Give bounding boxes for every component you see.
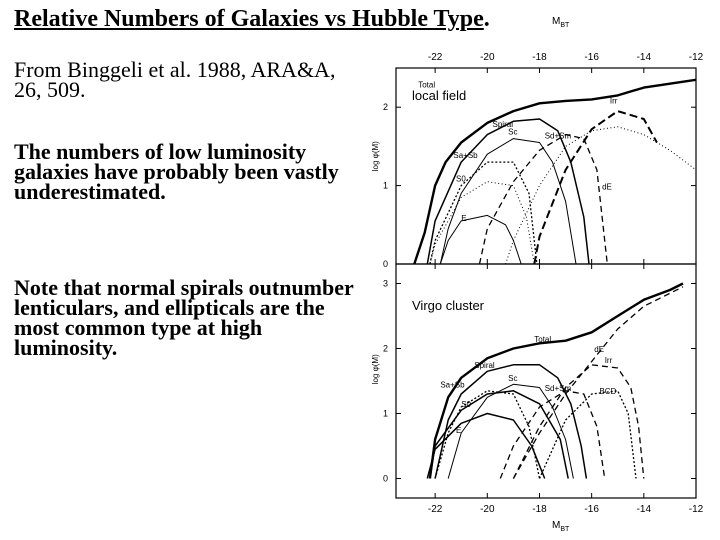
reference-paragraph: From Binggeli et al. 1988, ARA&A, 26, 50… (14, 57, 336, 102)
panel-virgo-cluster: -22 -20 -18 -16 -14 -12 0 1 2 3 log φ(M) Virgo clus… (371, 263, 704, 515)
series-label: dE (602, 183, 612, 192)
mbt-top-label: MBT (552, 16, 570, 29)
series-label: S0 (461, 400, 471, 409)
series-label: Sd+Sm (545, 132, 572, 141)
y-tick-label: 2 (383, 102, 388, 112)
x-tick-label: -22 (428, 504, 443, 515)
low-luminosity-paragraph: The numbers of low luminosity galaxies h… (14, 139, 339, 204)
slide-title: Relative Numbers of Galaxies vs Hubble T… (14, 6, 490, 33)
series-line-bcd (538, 390, 637, 479)
y-tick-label: 1 (383, 181, 388, 191)
series-line-sa-sb (429, 161, 538, 264)
series-label: Total (534, 335, 551, 344)
series-label: S0 (456, 175, 466, 184)
y-tick-label: 0 (383, 474, 388, 484)
x-tick-label: -20 (480, 504, 495, 515)
y-tick-label: 1 (383, 409, 388, 419)
series-label: Irr (610, 96, 618, 105)
panel-frame (395, 263, 697, 499)
series-line-e (426, 412, 546, 479)
series-line-spiral (426, 118, 590, 264)
series-label: Spiral (474, 361, 495, 370)
series-label: Sa+Sb (453, 151, 478, 160)
series-label: Sc (508, 374, 517, 383)
x-tick-label: -12 (689, 52, 704, 63)
series-label: BCD (599, 387, 616, 396)
series-line-total (413, 78, 696, 264)
x-tick-label: -12 (689, 504, 704, 515)
y-tick-label: 3 (383, 279, 388, 289)
series-line-de (512, 286, 684, 479)
x-tick-label: -16 (584, 52, 599, 63)
series-label: Sd+Sm (545, 384, 572, 393)
series-line-de (505, 126, 696, 264)
y-tick-label: 0 (383, 259, 388, 269)
series-label: Total (418, 81, 435, 90)
series-line-sc (447, 383, 574, 479)
series-line-e (439, 214, 522, 264)
series-line-irr (533, 110, 658, 264)
mbt-bottom-label: MBT (552, 520, 570, 533)
y-axis-label: log φ(M) (371, 354, 380, 384)
y-axis-label: log φ(M) (371, 141, 380, 171)
series-label: Sa+Sb (440, 381, 465, 390)
x-tick-label: -14 (637, 504, 652, 515)
x-tick-label: -20 (480, 52, 495, 63)
series-line-irr (512, 364, 645, 479)
panel-label: local field (412, 88, 466, 103)
x-tick-label: -18 (532, 504, 547, 515)
slide-title-text: Relative Numbers of Galaxies vs Hubble T… (14, 6, 484, 32)
series-line-total (428, 282, 684, 479)
x-tick-label: -22 (428, 52, 443, 63)
series-label: E (461, 214, 466, 223)
series-label: dE (594, 345, 604, 354)
panel-local-field: -22 -20 -18 -16 -14 -12 0 1 2 log φ(M) local field… (371, 52, 704, 269)
series-line-sd-sm (499, 390, 606, 479)
x-tick-label: -14 (637, 52, 652, 63)
series-line-spiral (434, 364, 588, 479)
series-line-s0 (429, 390, 569, 479)
x-tick-label: -16 (584, 504, 599, 515)
series-label: Spiral (493, 120, 514, 129)
panel-label: Virgo cluster (412, 298, 485, 313)
x-tick-label: -18 (532, 52, 547, 63)
y-tick-label: 2 (383, 344, 388, 354)
series-label: Sc (508, 128, 517, 137)
series-line-s0 (429, 181, 535, 264)
series-label: E (456, 426, 461, 435)
slide-title-period: . (483, 6, 490, 32)
series-line-sa-sb (434, 390, 541, 479)
spirals-note-paragraph: Note that normal spirals outnumber lenti… (14, 275, 354, 360)
series-line-sc (439, 138, 577, 264)
series-line-sd-sm (478, 133, 608, 264)
series-label: Irr (605, 356, 613, 365)
